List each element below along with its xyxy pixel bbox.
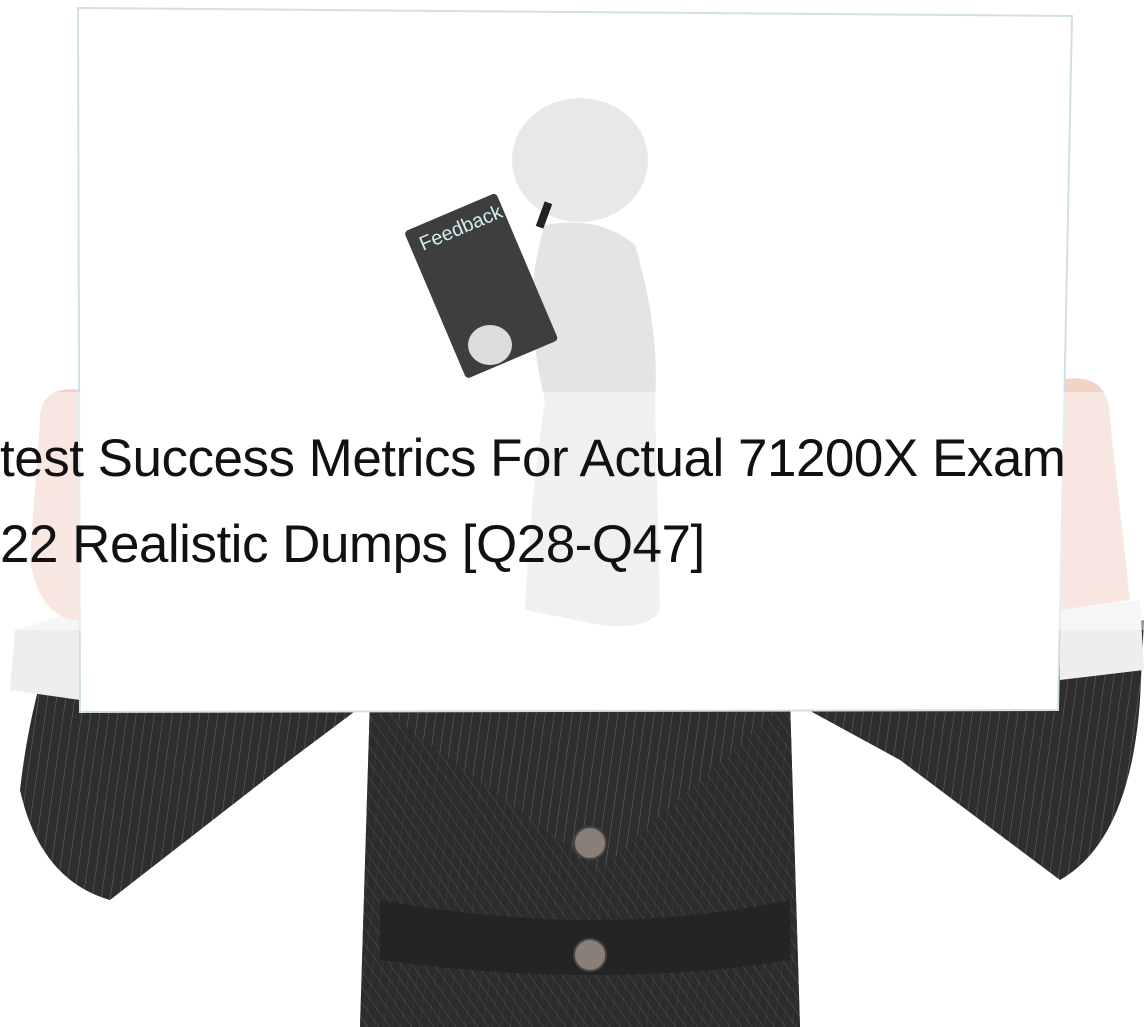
- button: [574, 939, 606, 971]
- figure-hand: [468, 325, 512, 365]
- title-line: test Success Metrics For Actual 71200X E…: [0, 432, 1065, 485]
- hero-image: Feedback: [0, 0, 1144, 1027]
- button: [574, 827, 606, 859]
- title-overlay: [0, 392, 1144, 630]
- figure-head: [512, 98, 648, 222]
- title-line: 22 Realistic Dumps [Q28-Q47]: [0, 518, 705, 571]
- page: Feedback test Success Metrics For Actual…: [0, 0, 1144, 1027]
